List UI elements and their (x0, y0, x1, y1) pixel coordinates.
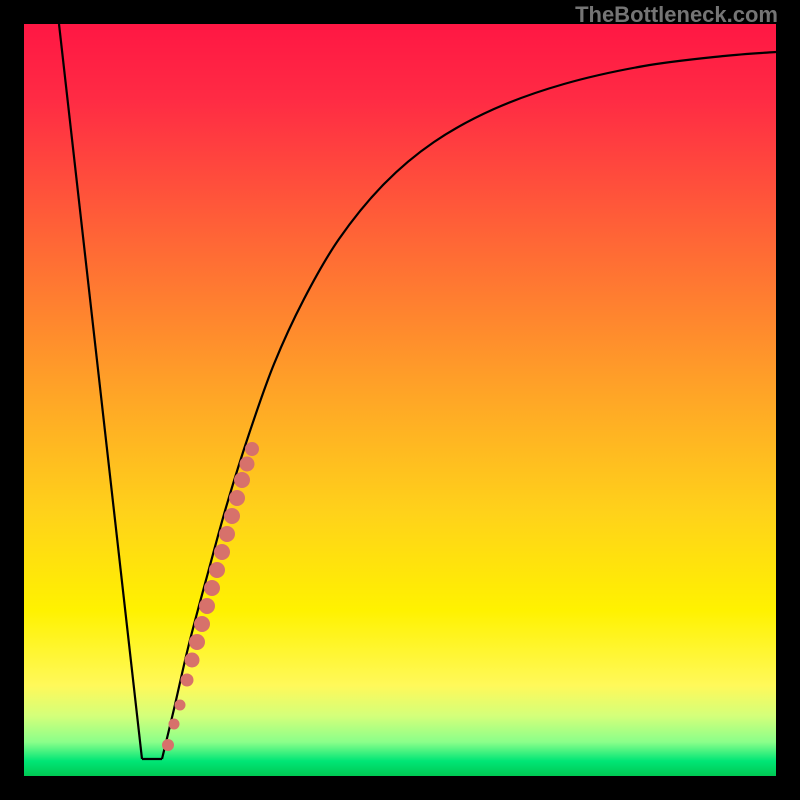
marker-series (163, 443, 259, 751)
marker-point (230, 491, 245, 506)
curve-left-descent (59, 24, 142, 759)
marker-point (185, 653, 199, 667)
marker-point (175, 700, 185, 710)
marker-point (235, 473, 250, 488)
marker-point (240, 457, 254, 471)
curve-layer (24, 24, 776, 776)
marker-point (181, 674, 193, 686)
marker-point (195, 617, 210, 632)
marker-point (246, 443, 259, 456)
plot-area (24, 24, 776, 776)
marker-point (190, 635, 205, 650)
watermark-text: TheBottleneck.com (575, 2, 778, 28)
marker-point (210, 563, 225, 578)
marker-point (225, 509, 240, 524)
marker-point (215, 545, 230, 560)
marker-point (169, 719, 179, 729)
marker-point (205, 581, 220, 596)
curve-right-rise (162, 52, 776, 759)
marker-point (163, 740, 174, 751)
marker-point (220, 527, 235, 542)
chart-frame: TheBottleneck.com (0, 0, 800, 800)
marker-point (200, 599, 215, 614)
